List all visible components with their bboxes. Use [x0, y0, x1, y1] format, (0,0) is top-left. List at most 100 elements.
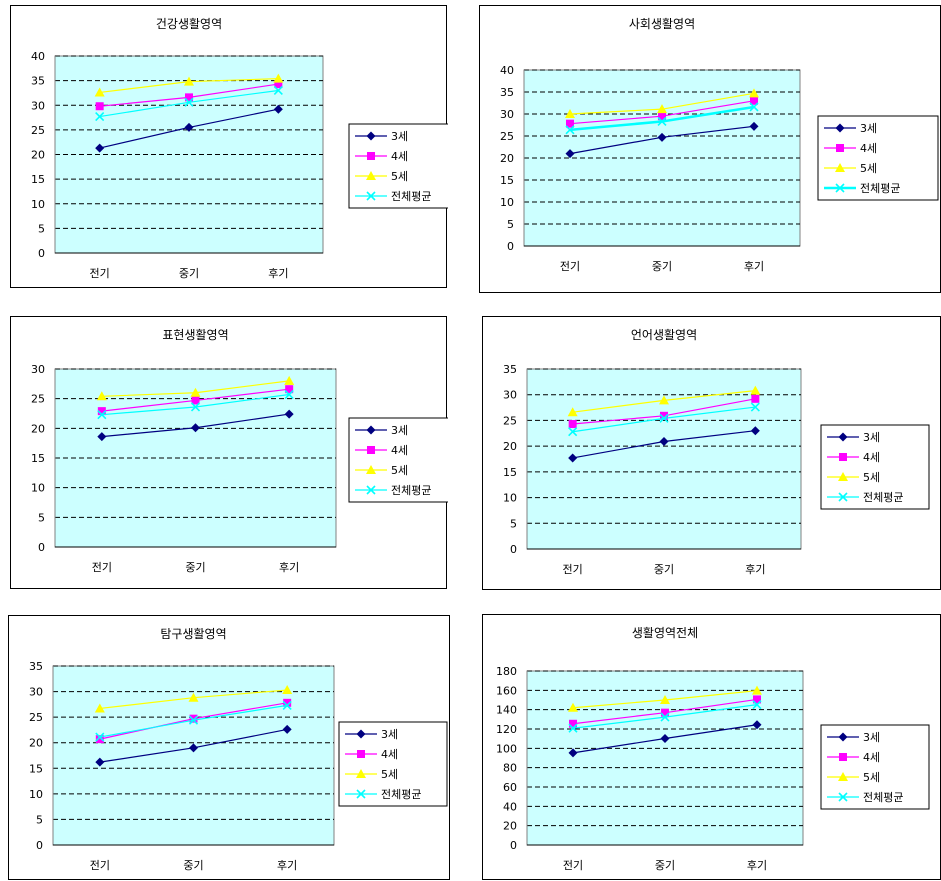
- y-tick-label: 0: [510, 543, 517, 556]
- legend-item: 4세: [824, 142, 877, 155]
- data-point: [97, 407, 106, 416]
- legend-label: 4세: [860, 142, 877, 155]
- data-point: [568, 748, 578, 758]
- data-point: [95, 112, 105, 122]
- data-point: [95, 735, 104, 744]
- y-tick-label: 15: [31, 452, 45, 465]
- data-point: [283, 698, 292, 707]
- legend-marker: [367, 446, 375, 454]
- series-1: [568, 720, 762, 758]
- x-tick-label: 후기: [744, 260, 764, 273]
- x-tick-label: 전기: [92, 561, 112, 574]
- y-tick-label: 20: [31, 422, 45, 435]
- y-tick-label: 5: [38, 222, 45, 235]
- legend-marker: [357, 750, 365, 758]
- series-3: [565, 88, 759, 118]
- data-point: [658, 112, 666, 121]
- data-point: [565, 125, 575, 135]
- legend-label: 5세: [391, 170, 408, 183]
- legend-marker: [366, 465, 376, 474]
- legend-marker: [838, 792, 848, 802]
- legend-item: 5세: [824, 162, 877, 175]
- x-tick-label: 전기: [563, 859, 583, 872]
- y-tick-label: 35: [31, 75, 45, 88]
- data-point: [188, 715, 199, 725]
- data-point: [95, 757, 105, 767]
- legend-item: 4세: [355, 150, 408, 163]
- legend-label: 전체평균: [381, 788, 421, 801]
- data-point: [273, 73, 284, 83]
- legend-marker: [835, 123, 845, 133]
- legend-label: 5세: [381, 768, 398, 781]
- data-point: [751, 394, 760, 403]
- x-tick-label: 전기: [560, 260, 580, 273]
- y-tick-label: 35: [503, 363, 517, 376]
- legend-item: 5세: [355, 464, 408, 477]
- legend-marker: [835, 183, 845, 193]
- y-tick-label: 180: [496, 665, 517, 678]
- legend-label: 3세: [863, 431, 880, 444]
- x-tick-label: 후기: [277, 859, 297, 872]
- series-4: [95, 85, 283, 122]
- y-tick-label: 20: [500, 152, 514, 165]
- series-2: [95, 80, 283, 111]
- legend-marker: [356, 769, 366, 778]
- legend-item: 5세: [345, 768, 398, 781]
- legend-marker: [839, 753, 847, 761]
- legend-marker: [366, 171, 376, 180]
- legend-item: 전체평균: [355, 190, 431, 203]
- y-tick-label: 100: [496, 742, 517, 755]
- legend-label: 3세: [863, 731, 880, 744]
- y-tick-label: 10: [503, 492, 517, 505]
- series-1: [95, 104, 283, 153]
- data-point: [282, 685, 293, 695]
- data-point: [750, 426, 760, 436]
- legend-marker: [366, 131, 376, 141]
- chart-panel: 언어생활영역 0 5 10 15 20 25 30 35 전기 중기 후기 3세 4세 5세 전체평균: [482, 316, 941, 590]
- legend-marker: [838, 772, 848, 781]
- y-tick-label: 5: [507, 218, 514, 231]
- legend-label: 4세: [391, 444, 408, 457]
- legend-marker: [838, 472, 848, 481]
- data-point: [752, 685, 762, 695]
- data-point: [191, 396, 200, 405]
- legend-label: 5세: [860, 162, 877, 175]
- y-tick-label: 20: [29, 737, 43, 750]
- series-4: [565, 102, 759, 135]
- series-4: [568, 700, 762, 733]
- chart-title: 표현생활영역: [162, 328, 228, 342]
- series-4: [568, 402, 760, 437]
- y-tick-label: 0: [510, 839, 517, 852]
- y-tick-label: 15: [500, 174, 514, 187]
- chart-panel: 건강생활영역 0 5 10 15 20 25 30 35 40 전기 중기 후기 3세 4세 5세 전체평균: [10, 5, 448, 288]
- legend-label: 4세: [863, 751, 880, 764]
- data-point: [753, 695, 761, 704]
- data-point: [190, 387, 201, 397]
- y-tick-label: 0: [38, 247, 45, 260]
- data-point: [657, 132, 667, 142]
- chart-title: 탐구생활영역: [160, 627, 226, 641]
- x-tick-label: 중기: [179, 267, 199, 280]
- series-2: [97, 385, 294, 416]
- series-3: [568, 685, 762, 712]
- y-tick-label: 20: [503, 440, 517, 453]
- legend-item: 5세: [827, 771, 880, 784]
- data-point: [284, 389, 294, 400]
- chart-title: 생활영역전체: [632, 626, 698, 640]
- data-point: [184, 122, 194, 132]
- y-tick-label: 15: [31, 173, 45, 186]
- y-tick-label: 5: [510, 517, 517, 530]
- data-point: [659, 413, 669, 423]
- x-tick-label: 중기: [655, 859, 675, 872]
- y-tick-label: 160: [496, 684, 517, 697]
- y-tick-label: 40: [500, 64, 514, 77]
- data-point: [752, 720, 762, 730]
- series-4: [95, 700, 292, 742]
